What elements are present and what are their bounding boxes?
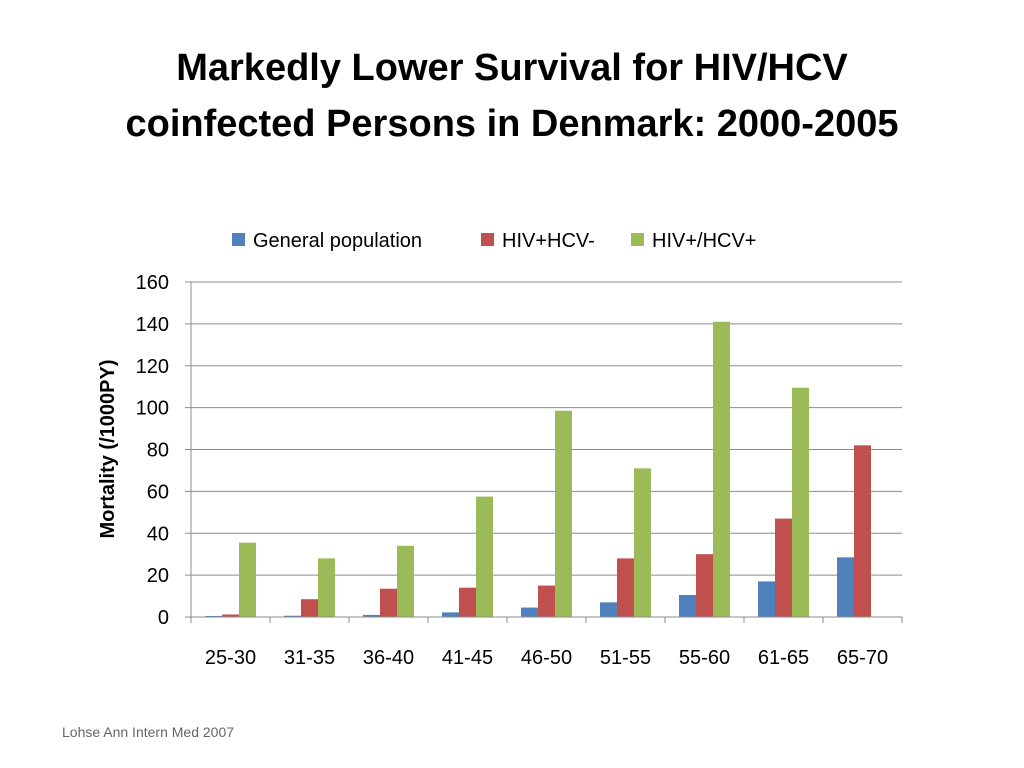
bar-general-population-25-30 — [205, 615, 222, 617]
bar-general-population-55-60 — [679, 595, 696, 617]
legend-swatch — [232, 233, 245, 246]
legend-label: General population — [253, 230, 422, 252]
y-tick-label: 0 — [158, 607, 169, 629]
chart-legend: General population HIV+HCV- HIV+/HCV+ — [232, 230, 756, 252]
bar-general-population-65-70 — [837, 557, 854, 617]
y-tick-label: 100 — [136, 398, 169, 420]
bar-hiv-hcv--36-40 — [380, 588, 397, 617]
chart-bars — [205, 321, 871, 617]
legend-label: HIV+HCV- — [502, 230, 595, 252]
bar-hiv-hcv--46-50 — [538, 585, 555, 617]
bar-general-population-36-40 — [363, 614, 380, 617]
x-tick-label: 65-70 — [837, 647, 888, 669]
slide-title-line-2: coinfected Persons in Denmark: 2000-2005 — [125, 103, 899, 145]
bar-hiv-hcv--36-40 — [397, 545, 414, 617]
slide-title: Markedly Lower Survival for HIV/HCV coin… — [0, 40, 1024, 152]
bar-general-population-41-45 — [442, 612, 459, 617]
x-axis-tick-labels: 25-30 31-35 36-40 41-45 46-50 51-55 55-60 61-65… — [205, 647, 888, 669]
bar-hiv-hcv--31-35 — [318, 558, 335, 617]
y-tick-label: 80 — [147, 440, 169, 462]
x-tick-label: 55-60 — [679, 647, 730, 669]
bar-hiv-hcv--55-60 — [713, 321, 730, 617]
x-tick-label: 25-30 — [205, 647, 256, 669]
bar-hiv-hcv--41-45 — [476, 496, 493, 617]
x-tick-label: 51-55 — [600, 647, 651, 669]
slide-title-line-1: Markedly Lower Survival for HIV/HCV — [176, 47, 848, 89]
bar-hiv-hcv--51-55 — [617, 558, 634, 617]
bar-hiv-hcv--41-45 — [459, 587, 476, 617]
citation: Lohse Ann Intern Med 2007 — [62, 724, 235, 740]
bar-general-population-46-50 — [521, 607, 538, 617]
bar-hiv-hcv--25-30 — [239, 542, 256, 617]
bar-hiv-hcv--51-55 — [634, 468, 651, 617]
bar-hiv-hcv--31-35 — [301, 599, 318, 617]
y-tick-label: 60 — [147, 481, 169, 503]
y-tick-label: 20 — [147, 565, 169, 587]
y-axis-label: Mortality (/1000PY) — [97, 360, 119, 539]
x-tick-label: 31-35 — [284, 647, 335, 669]
legend-swatch — [481, 233, 494, 246]
y-tick-label: 140 — [136, 314, 169, 336]
bar-hiv-hcv--61-65 — [792, 387, 809, 617]
y-axis-tick-labels: 0 20 40 60 80 100 120 140 160 — [136, 272, 169, 629]
bar-hiv-hcv--55-60 — [696, 554, 713, 617]
x-tick-label: 61-65 — [758, 647, 809, 669]
chart-axes — [190, 282, 903, 623]
bar-hiv-hcv--25-30 — [222, 614, 239, 617]
bar-general-population-31-35 — [284, 615, 301, 617]
bar-hiv-hcv--65-70 — [854, 445, 871, 617]
y-tick-label: 160 — [136, 272, 169, 294]
y-tick-label: 40 — [147, 523, 169, 545]
bar-general-population-51-55 — [600, 602, 617, 617]
y-tick-label: 120 — [136, 356, 169, 378]
bar-general-population-61-65 — [758, 581, 775, 617]
bar-hiv-hcv--46-50 — [555, 410, 572, 617]
x-tick-label: 41-45 — [442, 647, 493, 669]
x-tick-label: 36-40 — [363, 647, 414, 669]
legend-swatch — [631, 233, 644, 246]
bar-hiv-hcv--61-65 — [775, 518, 792, 617]
x-tick-label: 46-50 — [521, 647, 572, 669]
legend-label: HIV+/HCV+ — [652, 230, 756, 252]
